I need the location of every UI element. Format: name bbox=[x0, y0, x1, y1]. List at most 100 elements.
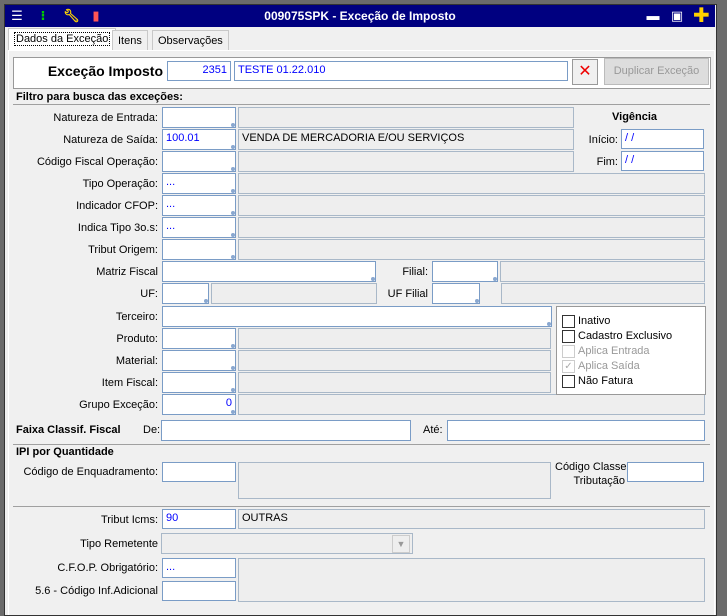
material-input[interactable] bbox=[162, 350, 236, 371]
fim-label: Fim: bbox=[596, 156, 618, 168]
lookup-icon[interactable] bbox=[475, 299, 479, 303]
checkbox-label: Inativo bbox=[578, 315, 611, 327]
checkbox-0[interactable]: Inativo bbox=[562, 314, 610, 328]
lookup-icon[interactable] bbox=[371, 277, 375, 281]
x-icon: ✕ bbox=[578, 63, 592, 80]
classe-label: Código Classe bbox=[555, 461, 627, 473]
tab-dados-excecao[interactable]: Dados da Exceção bbox=[8, 28, 117, 51]
tipo-operacao-value: ... bbox=[166, 176, 176, 188]
wrench-icon[interactable]: 🔧︎ bbox=[63, 8, 80, 23]
produto-input[interactable] bbox=[162, 328, 236, 349]
lookup-icon[interactable] bbox=[231, 366, 235, 370]
lookup-icon[interactable] bbox=[231, 123, 235, 127]
cfop-input[interactable]: ... bbox=[162, 558, 236, 578]
filial-label: Filial: bbox=[402, 266, 428, 278]
uf-filial-input[interactable] bbox=[432, 283, 480, 304]
tab-label: Dados da Exceção bbox=[14, 32, 111, 46]
cfo-label: Código Fiscal Operação: bbox=[36, 156, 158, 168]
natureza-saida-value: 100.01 bbox=[166, 132, 200, 144]
enquadramento-label: Código de Enquadramento: bbox=[23, 466, 158, 478]
lookup-icon[interactable] bbox=[231, 145, 235, 149]
item-fiscal-input[interactable] bbox=[162, 372, 236, 393]
tab-observacoes[interactable]: Observações bbox=[152, 30, 229, 51]
produto-desc bbox=[238, 328, 551, 349]
natureza-saida-desc: VENDA DE MERCADORIA E/OU SERVIÇOS bbox=[238, 129, 574, 150]
natureza-entrada-label: Natureza de Entrada: bbox=[53, 112, 158, 124]
excecao-code-input[interactable]: 2351 bbox=[167, 61, 231, 81]
checkbox-4[interactable]: Não Fatura bbox=[562, 374, 633, 388]
clear-button[interactable]: ✕ bbox=[572, 59, 598, 85]
classe-tributacao-input[interactable] bbox=[627, 462, 704, 482]
lookup-icon[interactable] bbox=[231, 255, 235, 259]
inicio-label: Início: bbox=[588, 134, 618, 146]
checkbox-label: Cadastro Exclusivo bbox=[578, 330, 673, 342]
uf-label: UF: bbox=[140, 288, 158, 300]
natureza-entrada-desc bbox=[238, 107, 574, 128]
tribut-origem-label: Tribut Origem: bbox=[88, 244, 158, 256]
indica-tipo-desc bbox=[238, 217, 705, 238]
ate-label: Até: bbox=[423, 424, 443, 436]
matriz-fiscal-input[interactable] bbox=[162, 261, 376, 282]
tipo-remetente-select[interactable]: ▼ bbox=[161, 533, 413, 554]
grupo-excecao-input[interactable]: 0 bbox=[162, 394, 236, 415]
lookup-icon[interactable] bbox=[231, 167, 235, 171]
menu-icon[interactable]: ☰ bbox=[11, 8, 23, 23]
cfo-input[interactable] bbox=[162, 151, 236, 172]
tab-itens[interactable]: Itens bbox=[112, 30, 148, 51]
indicador-cfop-label: Indicador CFOP: bbox=[76, 200, 158, 212]
de-input[interactable] bbox=[161, 420, 411, 441]
cfop-label: C.F.O.P. Obrigatório: bbox=[57, 562, 158, 574]
lookup-icon[interactable] bbox=[231, 189, 235, 193]
lookup-icon[interactable] bbox=[231, 344, 235, 348]
faixa-title: Faixa Classif. Fiscal bbox=[16, 424, 121, 436]
produto-label: Produto: bbox=[116, 333, 158, 345]
de-label: De: bbox=[143, 424, 161, 436]
inf-adicional-input[interactable] bbox=[162, 581, 236, 601]
cfo-desc bbox=[238, 151, 574, 172]
tipo-operacao-input[interactable]: ... bbox=[162, 173, 236, 194]
uf-input[interactable] bbox=[162, 283, 209, 304]
indicador-cfop-input[interactable]: ... bbox=[162, 195, 236, 216]
fim-input[interactable]: / / bbox=[621, 151, 704, 171]
natureza-entrada-input[interactable] bbox=[162, 107, 236, 128]
inicio-input[interactable]: / / bbox=[621, 129, 704, 149]
tribut-origem-input[interactable] bbox=[162, 239, 236, 260]
book-icon[interactable]: ▮ bbox=[92, 8, 100, 23]
minimize-icon[interactable]: ▬ bbox=[646, 8, 660, 23]
lookup-icon[interactable] bbox=[547, 322, 551, 326]
lookup-icon[interactable] bbox=[204, 299, 208, 303]
ipi-title: IPI por Quantidade bbox=[16, 446, 114, 458]
ate-input[interactable] bbox=[447, 420, 705, 441]
remetente-label: Tipo Remetente bbox=[80, 538, 158, 550]
checkbox-box[interactable] bbox=[562, 329, 575, 343]
icms-desc: OUTRAS bbox=[238, 509, 705, 529]
terceiro-input[interactable] bbox=[162, 306, 552, 327]
vigencia-title: Vigência bbox=[612, 111, 658, 123]
filial-input[interactable] bbox=[432, 261, 498, 282]
checkbox-box[interactable] bbox=[562, 314, 575, 328]
tipo-operacao-desc bbox=[238, 173, 705, 194]
lookup-icon[interactable] bbox=[231, 410, 235, 414]
grupo-excecao-desc bbox=[238, 394, 705, 415]
lookup-icon[interactable] bbox=[231, 388, 235, 392]
plus-icon[interactable]: ✚ bbox=[693, 5, 710, 27]
enquadramento-input[interactable] bbox=[162, 462, 236, 482]
chevron-down-icon[interactable]: ▼ bbox=[392, 535, 410, 553]
icms-input[interactable]: 90 bbox=[162, 509, 236, 529]
maximize-icon[interactable]: ▣ bbox=[670, 8, 684, 23]
tab-label: Observações bbox=[158, 35, 223, 47]
filtro-title: Filtro para busca das exceções: bbox=[16, 91, 183, 103]
traffic-light-icon[interactable]: ⁝ bbox=[40, 8, 46, 23]
lookup-icon[interactable] bbox=[231, 211, 235, 215]
tribut-origem-desc bbox=[238, 239, 705, 260]
uf-filial-desc bbox=[501, 283, 705, 304]
lookup-icon[interactable] bbox=[493, 277, 497, 281]
checkbox-label: Não Fatura bbox=[578, 375, 634, 387]
checkbox-1[interactable]: Cadastro Exclusivo bbox=[562, 329, 672, 343]
checkbox-box[interactable] bbox=[562, 374, 575, 388]
lookup-icon[interactable] bbox=[231, 233, 235, 237]
excecao-desc-input[interactable]: TESTE 01.22.010 bbox=[234, 61, 568, 81]
natureza-saida-input[interactable]: 100.01 bbox=[162, 129, 236, 150]
indica-tipo-input[interactable]: ... bbox=[162, 217, 236, 238]
duplicar-excecao-button[interactable]: Duplicar Exceção bbox=[604, 58, 709, 85]
